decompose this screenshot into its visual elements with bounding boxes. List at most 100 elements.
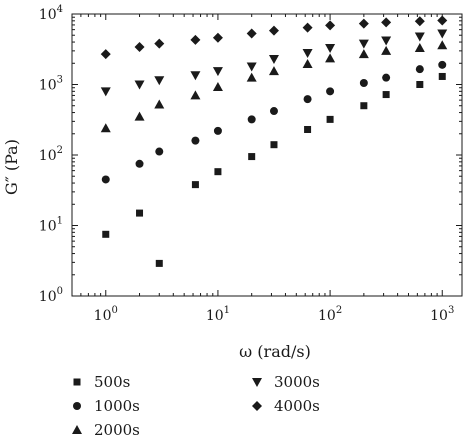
data-point-3000s bbox=[437, 29, 448, 39]
x-tick-label: 103 bbox=[430, 305, 454, 324]
data-point-500s bbox=[438, 72, 446, 80]
data-point-500s bbox=[248, 153, 256, 161]
data-point-500s bbox=[136, 209, 144, 217]
data-point-3000s bbox=[134, 80, 145, 90]
legend-item: 2000s bbox=[70, 420, 140, 440]
y-tick-label: 104 bbox=[39, 4, 63, 23]
data-point-1000s bbox=[438, 60, 447, 69]
legend-marker bbox=[73, 402, 81, 410]
y-tick-label: 100 bbox=[39, 286, 63, 305]
data-point-1000s bbox=[382, 73, 391, 82]
data-point-3000s bbox=[212, 67, 223, 77]
data-point-1000s bbox=[135, 159, 144, 168]
data-point-2000s bbox=[302, 59, 313, 69]
data-point-2000s bbox=[381, 45, 392, 55]
data-point-500s bbox=[102, 230, 110, 238]
data-point-1000s bbox=[359, 79, 368, 88]
data-point-3000s bbox=[154, 76, 165, 86]
data-point-500s bbox=[416, 81, 424, 88]
legend-label: 2000s bbox=[94, 421, 140, 439]
legend-marker bbox=[72, 425, 82, 434]
data-point-2000s bbox=[190, 90, 201, 100]
data-point-3000s bbox=[358, 39, 369, 49]
data-point-3000s bbox=[190, 71, 201, 81]
legend-marker-1000s bbox=[73, 402, 81, 410]
x-tick-label: 100 bbox=[94, 305, 118, 324]
data-point-2000s bbox=[437, 40, 448, 50]
legend-marker-2000s bbox=[72, 425, 82, 434]
legend-marker bbox=[252, 401, 262, 411]
legend-marker bbox=[73, 378, 81, 386]
data-point-3000s bbox=[268, 54, 279, 64]
x-tick-label: 102 bbox=[318, 305, 342, 324]
data-point-3000s bbox=[381, 36, 392, 46]
data-point-1000s bbox=[101, 175, 110, 184]
x-axis-title: ω (rad/s) bbox=[239, 342, 311, 361]
data-point-500s bbox=[155, 259, 163, 267]
data-point-1000s bbox=[247, 115, 256, 124]
legend-label: 4000s bbox=[274, 397, 320, 415]
data-point-3000s bbox=[246, 62, 257, 72]
legend-item: 3000s bbox=[250, 372, 320, 392]
data-point-500s bbox=[360, 102, 368, 110]
data-point-4000s bbox=[190, 34, 201, 45]
data-point-4000s bbox=[381, 17, 392, 28]
data-point-4000s bbox=[100, 49, 111, 60]
data-point-1000s bbox=[191, 136, 200, 145]
data-point-2000s bbox=[212, 82, 223, 92]
legend-marker bbox=[252, 378, 262, 387]
data-point-4000s bbox=[325, 20, 336, 31]
data-point-4000s bbox=[134, 42, 145, 53]
x-tick-label: 101 bbox=[206, 305, 230, 324]
legend-marker-3000s bbox=[252, 378, 262, 387]
axes: 100 101 102 103 100 101 102 103 104 bbox=[39, 4, 463, 324]
data-points bbox=[100, 15, 448, 267]
data-point-4000s bbox=[268, 25, 279, 36]
legend: 500s 1000s 2000s 3000s 4000s bbox=[70, 372, 400, 444]
y-tick-label: 103 bbox=[39, 75, 63, 94]
data-point-3000s bbox=[414, 32, 425, 42]
plot-frame bbox=[71, 13, 463, 297]
data-point-500s bbox=[191, 181, 199, 189]
legend-label: 3000s bbox=[274, 373, 320, 391]
data-point-2000s bbox=[414, 42, 425, 52]
data-point-3000s bbox=[325, 43, 336, 53]
data-point-1000s bbox=[303, 95, 312, 104]
data-point-2000s bbox=[246, 72, 257, 82]
data-point-4000s bbox=[154, 38, 165, 49]
legend-label: 1000s bbox=[94, 397, 140, 415]
legend-marker-500s bbox=[73, 378, 81, 386]
data-point-1000s bbox=[326, 87, 335, 96]
data-point-1000s bbox=[269, 107, 278, 116]
y-tick-label: 101 bbox=[39, 216, 63, 235]
data-point-2000s bbox=[325, 53, 336, 63]
data-point-500s bbox=[326, 115, 334, 123]
data-point-2000s bbox=[134, 111, 145, 121]
y-axis-title: G″ (Pa) bbox=[2, 139, 21, 195]
data-point-1000s bbox=[213, 126, 222, 135]
data-point-4000s bbox=[437, 15, 448, 26]
data-point-4000s bbox=[246, 28, 257, 39]
legend-marker-4000s bbox=[252, 401, 262, 411]
data-point-4000s bbox=[414, 16, 425, 27]
data-point-1000s bbox=[415, 65, 424, 74]
data-point-2000s bbox=[100, 123, 111, 133]
data-point-500s bbox=[382, 91, 390, 99]
data-point-4000s bbox=[302, 22, 313, 33]
data-point-3000s bbox=[100, 87, 111, 97]
data-point-500s bbox=[304, 125, 312, 133]
data-point-2000s bbox=[268, 66, 279, 76]
data-point-2000s bbox=[358, 49, 369, 59]
data-point-4000s bbox=[212, 32, 223, 43]
legend-item: 500s bbox=[70, 372, 130, 392]
data-point-4000s bbox=[358, 18, 369, 29]
y-tick-label: 102 bbox=[39, 145, 63, 164]
legend-item: 1000s bbox=[70, 396, 140, 416]
legend-item: 4000s bbox=[250, 396, 320, 416]
data-point-3000s bbox=[302, 48, 313, 58]
legend-label: 500s bbox=[94, 373, 131, 391]
data-point-1000s bbox=[155, 147, 164, 156]
data-point-500s bbox=[214, 168, 222, 176]
data-point-500s bbox=[270, 141, 278, 149]
